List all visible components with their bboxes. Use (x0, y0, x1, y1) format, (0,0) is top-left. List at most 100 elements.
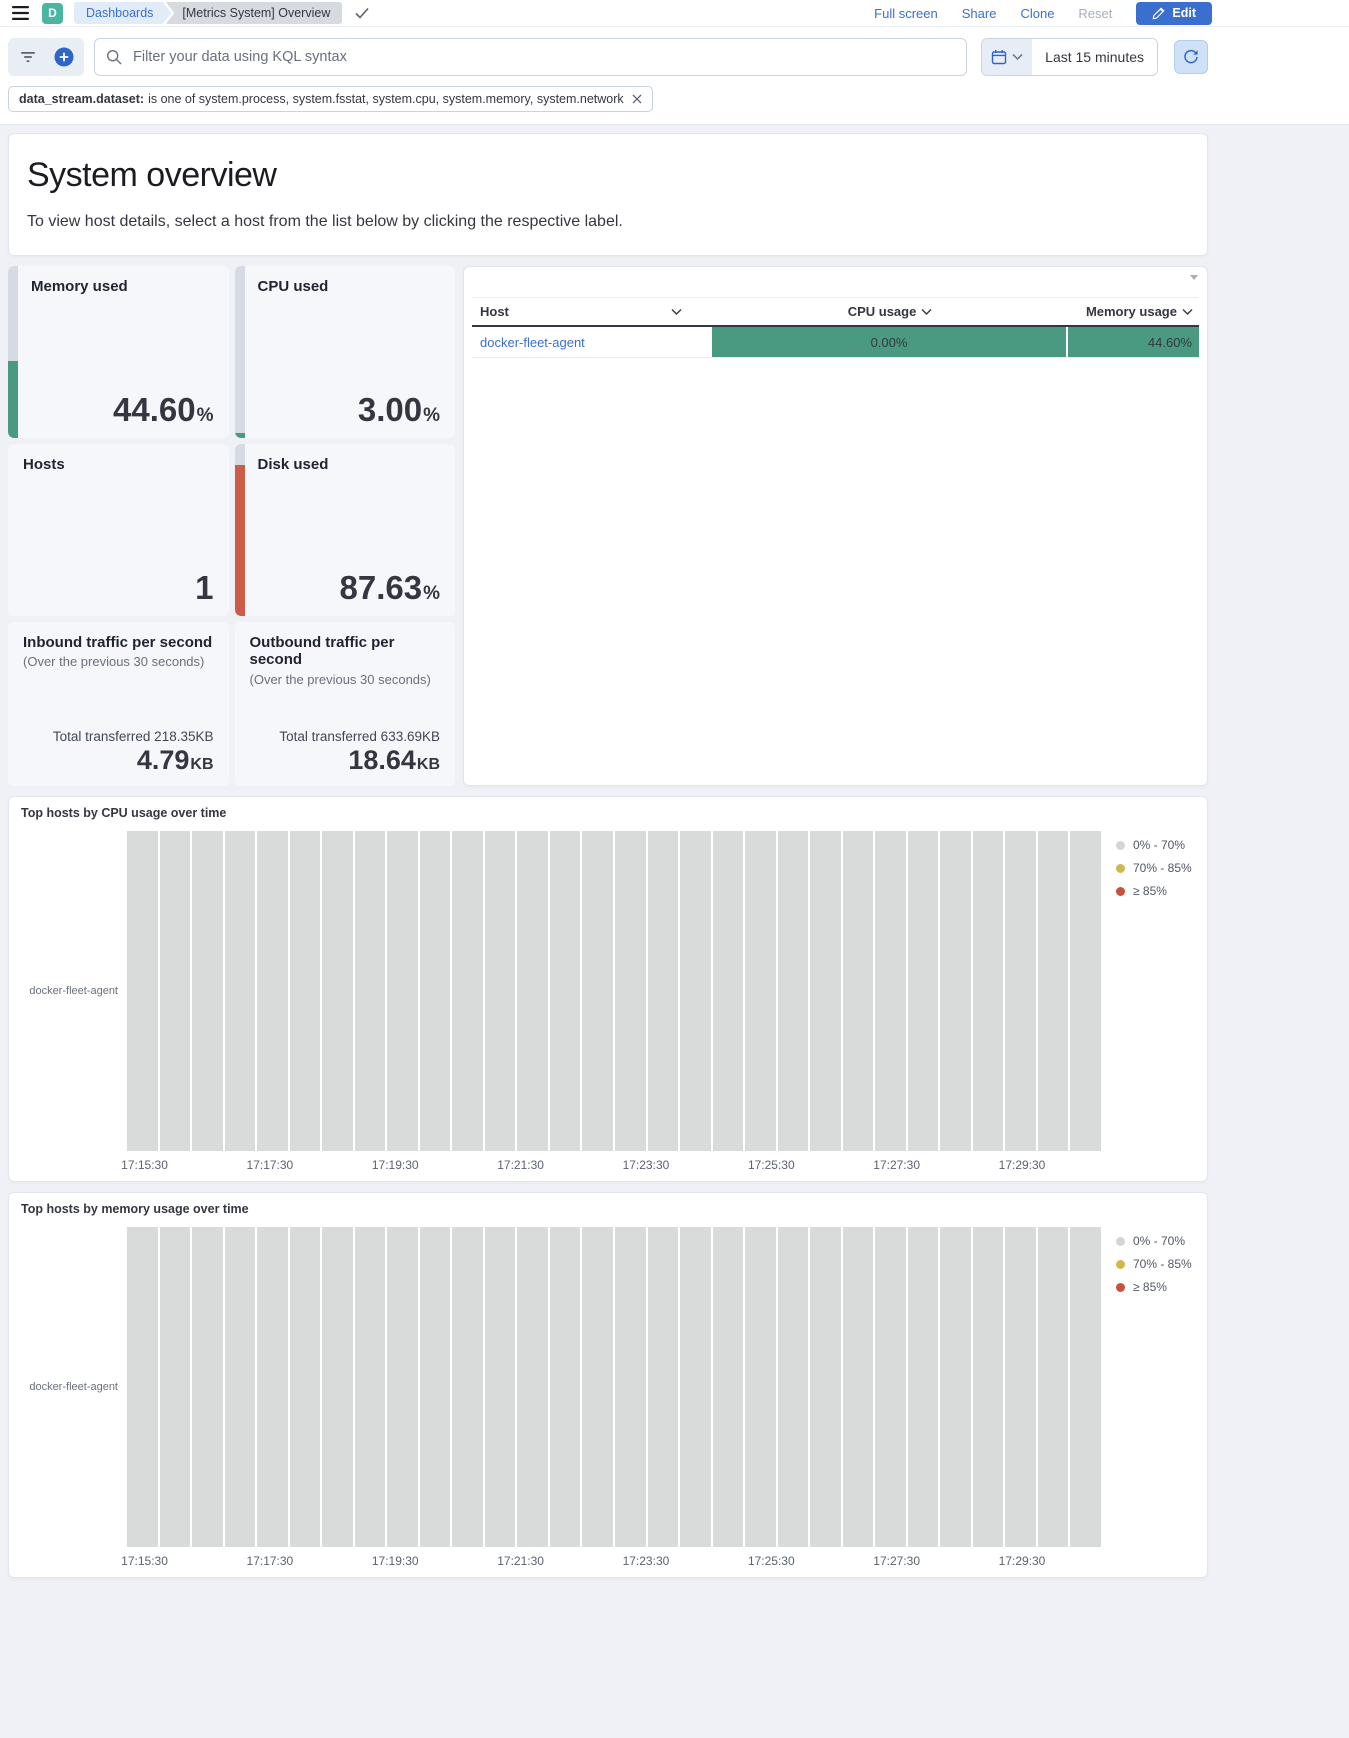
heatmap-cell[interactable] (810, 1227, 841, 1547)
heatmap-cell[interactable] (517, 1227, 548, 1547)
legend-item[interactable]: 0% - 70% (1116, 1234, 1185, 1248)
heatmap-cell[interactable] (614, 831, 646, 1151)
heatmap-cell[interactable] (582, 1227, 613, 1547)
heatmap-cell[interactable] (842, 831, 874, 1151)
heatmap-cell[interactable] (712, 831, 744, 1151)
heatmap-cell[interactable] (289, 831, 321, 1151)
heatmap-cell[interactable] (387, 831, 418, 1151)
menu-button[interactable] (10, 4, 31, 22)
heatmap-cell[interactable] (972, 831, 1004, 1151)
time-range-button[interactable]: Last 15 minutes (1032, 39, 1157, 75)
heatmap-cell[interactable] (127, 1227, 158, 1547)
heatmap-cell[interactable] (907, 1227, 939, 1547)
memory-usage-cell[interactable]: 44.60% (1068, 327, 1199, 357)
heatmap-cell[interactable] (1037, 831, 1069, 1151)
heatmap-cell[interactable] (387, 1227, 418, 1547)
heatmap-cell[interactable] (322, 1227, 353, 1547)
heatmap-cell[interactable] (972, 1227, 1004, 1547)
heatmap-cell[interactable] (875, 1227, 906, 1547)
card-subtitle: (Over the previous 30 seconds) (23, 654, 205, 670)
heatmap-cell[interactable] (549, 831, 581, 1151)
heatmap-cell[interactable] (1005, 831, 1036, 1151)
y-axis-label[interactable]: docker-fleet-agent (29, 985, 118, 997)
legend-item[interactable]: 70% - 85% (1116, 861, 1192, 875)
legend-item[interactable]: 0% - 70% (1116, 838, 1185, 852)
clone-button[interactable]: Clone (1020, 5, 1055, 21)
heatmap-cell[interactable] (907, 831, 939, 1151)
heatmap-cell[interactable] (777, 831, 809, 1151)
outbound-total-transferred: Total transferred 633.69KB (279, 729, 440, 744)
heatmap-cell[interactable] (1037, 1227, 1069, 1547)
legend-item[interactable]: ≥ 85% (1116, 884, 1167, 898)
heatmap-cell[interactable] (452, 831, 483, 1151)
filter-pill[interactable]: data_stream.dataset: is one of system.pr… (8, 86, 653, 112)
heatmap-cell[interactable] (159, 831, 191, 1151)
x-axis-tick: 17:27:30 (873, 1158, 920, 1172)
memory-usage-column-header[interactable]: Memory usage (1068, 304, 1199, 319)
heatmap-cell[interactable] (322, 831, 353, 1151)
refresh-button[interactable] (1174, 40, 1208, 74)
legend-item[interactable]: ≥ 85% (1116, 1280, 1167, 1294)
heatmap-cell[interactable] (289, 1227, 321, 1547)
legend-item[interactable]: 70% - 85% (1116, 1257, 1192, 1271)
heatmap-cell[interactable] (484, 831, 516, 1151)
share-button[interactable]: Share (961, 5, 997, 21)
space-avatar[interactable]: D (42, 2, 63, 24)
heatmap-cell[interactable] (842, 1227, 874, 1547)
heatmap-cell[interactable] (647, 1227, 679, 1547)
heatmap-cell[interactable] (192, 1227, 223, 1547)
breadcrumb-current[interactable]: [Metrics System] Overview (165, 1, 343, 25)
y-axis-label[interactable]: docker-fleet-agent (29, 1381, 118, 1393)
heatmap-cell[interactable] (224, 1227, 256, 1547)
heatmap-cell[interactable] (1070, 1227, 1101, 1547)
heatmap-cell[interactable] (257, 831, 288, 1151)
add-filter-button[interactable] (46, 40, 82, 74)
heatmap-cell[interactable] (1070, 831, 1101, 1151)
heatmap-cell[interactable] (940, 831, 971, 1151)
heatmap-cell[interactable] (419, 831, 451, 1151)
host-column-header[interactable]: Host (472, 304, 712, 319)
heatmap-cell[interactable] (680, 1227, 711, 1547)
heatmap-cell[interactable] (257, 1227, 288, 1547)
heatmap-cell[interactable] (517, 831, 548, 1151)
heatmap-cell[interactable] (452, 1227, 483, 1547)
reset-button[interactable]: Reset (1078, 5, 1113, 21)
heatmap-cell[interactable] (224, 831, 256, 1151)
chart-title[interactable]: Top hosts by memory usage over time (21, 1202, 249, 1216)
heatmap-cell[interactable] (192, 831, 223, 1151)
heatmap-cell[interactable] (614, 1227, 646, 1547)
kql-search-input[interactable] (131, 48, 956, 66)
heatmap-cell[interactable] (810, 831, 841, 1151)
cpu-usage-cell[interactable]: 0.00% (711, 327, 1069, 357)
heatmap-cell[interactable] (940, 1227, 971, 1547)
heatmap-cell[interactable] (745, 831, 776, 1151)
full-screen-button[interactable]: Full screen (874, 5, 938, 21)
heatmap-cell[interactable] (354, 1227, 386, 1547)
heatmap-cell[interactable] (712, 1227, 744, 1547)
heatmap-cell[interactable] (1005, 1227, 1036, 1547)
heatmap-cell[interactable] (159, 1227, 191, 1547)
heatmap-cell[interactable] (647, 831, 679, 1151)
cpu-used-gauge (234, 266, 245, 438)
heatmap-cell[interactable] (484, 1227, 516, 1547)
filter-options-button[interactable] (10, 40, 46, 74)
chart-title[interactable]: Top hosts by CPU usage over time (21, 806, 227, 820)
legend-label: ≥ 85% (1133, 1280, 1167, 1294)
x-axis-tick: 17:19:30 (371, 1554, 419, 1568)
cpu-usage-column-header[interactable]: CPU usage (712, 304, 1068, 319)
heatmap-cell[interactable] (549, 1227, 581, 1547)
heatmap-cell[interactable] (127, 831, 158, 1151)
heatmap-cell[interactable] (582, 831, 613, 1151)
heatmap-cell[interactable] (354, 831, 386, 1151)
date-picker-calendar-button[interactable] (982, 39, 1033, 75)
remove-filter-icon[interactable] (632, 94, 642, 104)
edit-button[interactable]: Edit (1136, 1, 1212, 25)
heatmap-cell[interactable] (777, 1227, 809, 1547)
heatmap-cell[interactable] (419, 1227, 451, 1547)
heatmap-cell[interactable] (680, 831, 711, 1151)
heatmap-cell[interactable] (745, 1227, 776, 1547)
host-link[interactable]: docker-fleet-agent (480, 334, 585, 350)
heatmap-cell[interactable] (875, 831, 906, 1151)
table-header: Host CPU usage Memory usage (472, 297, 1199, 327)
breadcrumb-dashboards[interactable]: Dashboards (74, 2, 171, 25)
